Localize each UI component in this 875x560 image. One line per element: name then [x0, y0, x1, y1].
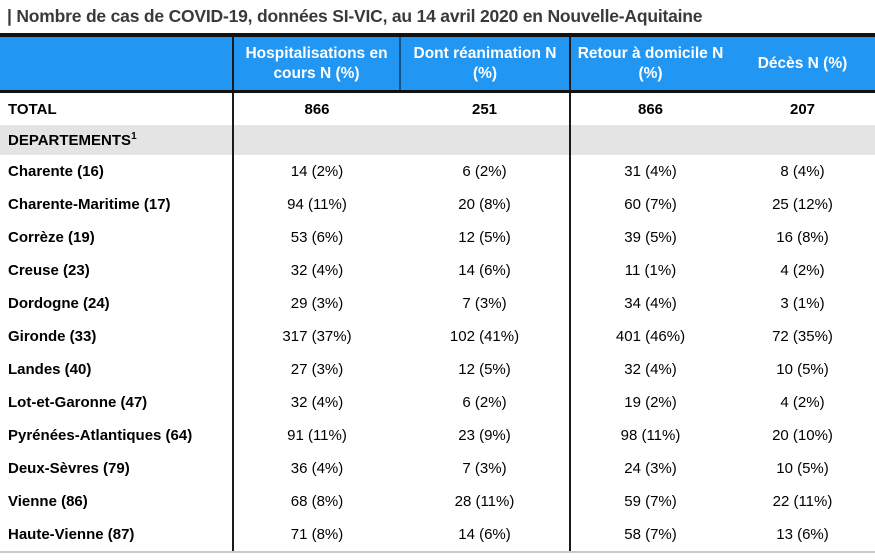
retour-domicile-value: 24 (3%) — [570, 452, 730, 485]
hospitalisations-value: 68 (8%) — [233, 485, 400, 518]
reanimation-value: 7 (3%) — [400, 287, 571, 320]
table-row-department: Dordogne (24) 29 (3%) 7 (3%) 34 (4%) 3 (… — [0, 287, 875, 320]
deces-value: 10 (5%) — [730, 353, 875, 386]
hospitalisations-value: 29 (3%) — [233, 287, 400, 320]
retour-domicile-value: 58 (7%) — [570, 518, 730, 553]
total-hospitalisations-value: 866 — [233, 91, 400, 125]
section-empty-cell — [570, 125, 730, 155]
deces-value: 8 (4%) — [730, 155, 875, 188]
table-row-department: Landes (40) 27 (3%) 12 (5%) 32 (4%) 10 (… — [0, 353, 875, 386]
reanimation-value: 6 (2%) — [400, 155, 571, 188]
deces-value: 20 (10%) — [730, 419, 875, 452]
hospitalisations-value: 94 (11%) — [233, 188, 400, 221]
reanimation-value: 12 (5%) — [400, 353, 571, 386]
reanimation-value: 14 (6%) — [400, 254, 571, 287]
department-label: Pyrénées-Atlantiques (64) — [0, 419, 234, 452]
table-row-department: Gironde (33) 317 (37%) 102 (41%) 401 (46… — [0, 320, 875, 353]
table-row-department: Charente-Maritime (17) 94 (11%) 20 (8%) … — [0, 188, 875, 221]
table-header-row: Hospitalisations en cours N (%) Dont réa… — [0, 35, 875, 93]
reanimation-value: 6 (2%) — [400, 386, 571, 419]
deces-value: 72 (35%) — [730, 320, 875, 353]
hospitalisations-value: 32 (4%) — [233, 386, 400, 419]
retour-domicile-value: 60 (7%) — [570, 188, 730, 221]
deces-value: 25 (12%) — [730, 188, 875, 221]
footnote-ref: 1 — [131, 130, 137, 142]
retour-domicile-value: 11 (1%) — [570, 254, 730, 287]
total-retour-domicile-value: 866 — [570, 91, 730, 125]
table-row-departements-section: DEPARTEMENTS1 — [0, 125, 875, 155]
table-row-department: Lot-et-Garonne (47) 32 (4%) 6 (2%) 19 (2… — [0, 386, 875, 419]
total-deces-value: 207 — [730, 91, 875, 125]
department-label: Lot-et-Garonne (47) — [0, 386, 234, 419]
hospitalisations-value: 27 (3%) — [233, 353, 400, 386]
department-label: Corrèze (19) — [0, 221, 234, 254]
page-title: | Nombre de cas de COVID-19, données SI-… — [7, 6, 703, 26]
reanimation-value: 28 (11%) — [400, 485, 571, 518]
hospitalisations-value: 91 (11%) — [233, 419, 400, 452]
section-empty-cell — [233, 125, 400, 155]
hospitalisations-value: 14 (2%) — [233, 155, 400, 188]
retour-domicile-value: 34 (4%) — [570, 287, 730, 320]
reanimation-value: 7 (3%) — [400, 452, 571, 485]
total-reanimation-value: 251 — [400, 91, 571, 125]
retour-domicile-value: 31 (4%) — [570, 155, 730, 188]
deces-value: 4 (2%) — [730, 386, 875, 419]
reanimation-value: 23 (9%) — [400, 419, 571, 452]
header-cell-deces: Décès N (%) — [730, 35, 875, 93]
section-empty-cell — [730, 125, 875, 155]
reanimation-value: 102 (41%) — [400, 320, 571, 353]
header-cell-empty — [0, 35, 234, 93]
table-row-department: Pyrénées-Atlantiques (64) 91 (11%) 23 (9… — [0, 419, 875, 452]
department-label: Charente-Maritime (17) — [0, 188, 234, 221]
table-row-department: Haute-Vienne (87) 71 (8%) 14 (6%) 58 (7%… — [0, 518, 875, 553]
deces-value: 13 (6%) — [730, 518, 875, 553]
deces-value: 10 (5%) — [730, 452, 875, 485]
covid-data-table: Hospitalisations en cours N (%) Dont réa… — [0, 33, 875, 553]
hospitalisations-value: 32 (4%) — [233, 254, 400, 287]
retour-domicile-value: 32 (4%) — [570, 353, 730, 386]
retour-domicile-value: 19 (2%) — [570, 386, 730, 419]
deces-value: 16 (8%) — [730, 221, 875, 254]
department-label: Charente (16) — [0, 155, 234, 188]
total-label: TOTAL — [0, 91, 234, 125]
section-label-text: DEPARTEMENTS — [8, 131, 132, 149]
table-row-department: Deux-Sèvres (79) 36 (4%) 7 (3%) 24 (3%) … — [0, 452, 875, 485]
hospitalisations-value: 53 (6%) — [233, 221, 400, 254]
header-cell-hospitalisations: Hospitalisations en cours N (%) — [233, 35, 401, 93]
header-cell-retour-domicile: Retour à domicile N (%) — [570, 35, 730, 93]
department-label: Dordogne (24) — [0, 287, 234, 320]
department-label: Gironde (33) — [0, 320, 234, 353]
section-label: DEPARTEMENTS1 — [0, 125, 234, 155]
deces-value: 4 (2%) — [730, 254, 875, 287]
hospitalisations-value: 71 (8%) — [233, 518, 400, 553]
header-cell-reanimation: Dont réanimation N (%) — [400, 35, 571, 93]
department-label: Vienne (86) — [0, 485, 234, 518]
reanimation-value: 20 (8%) — [400, 188, 571, 221]
department-label: Haute-Vienne (87) — [0, 518, 234, 553]
hospitalisations-value: 317 (37%) — [233, 320, 400, 353]
table-row-total: TOTAL 866 251 866 207 — [0, 91, 875, 125]
reanimation-value: 14 (6%) — [400, 518, 571, 553]
department-label: Deux-Sèvres (79) — [0, 452, 234, 485]
table-row-department: Charente (16) 14 (2%) 6 (2%) 31 (4%) 8 (… — [0, 155, 875, 188]
deces-value: 22 (11%) — [730, 485, 875, 518]
hospitalisations-value: 36 (4%) — [233, 452, 400, 485]
section-empty-cell — [400, 125, 571, 155]
department-label: Creuse (23) — [0, 254, 234, 287]
table-row-department: Creuse (23) 32 (4%) 14 (6%) 11 (1%) 4 (2… — [0, 254, 875, 287]
deces-value: 3 (1%) — [730, 287, 875, 320]
retour-domicile-value: 98 (11%) — [570, 419, 730, 452]
department-label: Landes (40) — [0, 353, 234, 386]
table-row-department: Corrèze (19) 53 (6%) 12 (5%) 39 (5%) 16 … — [0, 221, 875, 254]
retour-domicile-value: 401 (46%) — [570, 320, 730, 353]
retour-domicile-value: 39 (5%) — [570, 221, 730, 254]
retour-domicile-value: 59 (7%) — [570, 485, 730, 518]
reanimation-value: 12 (5%) — [400, 221, 571, 254]
table-row-department: Vienne (86) 68 (8%) 28 (11%) 59 (7%) 22 … — [0, 485, 875, 518]
